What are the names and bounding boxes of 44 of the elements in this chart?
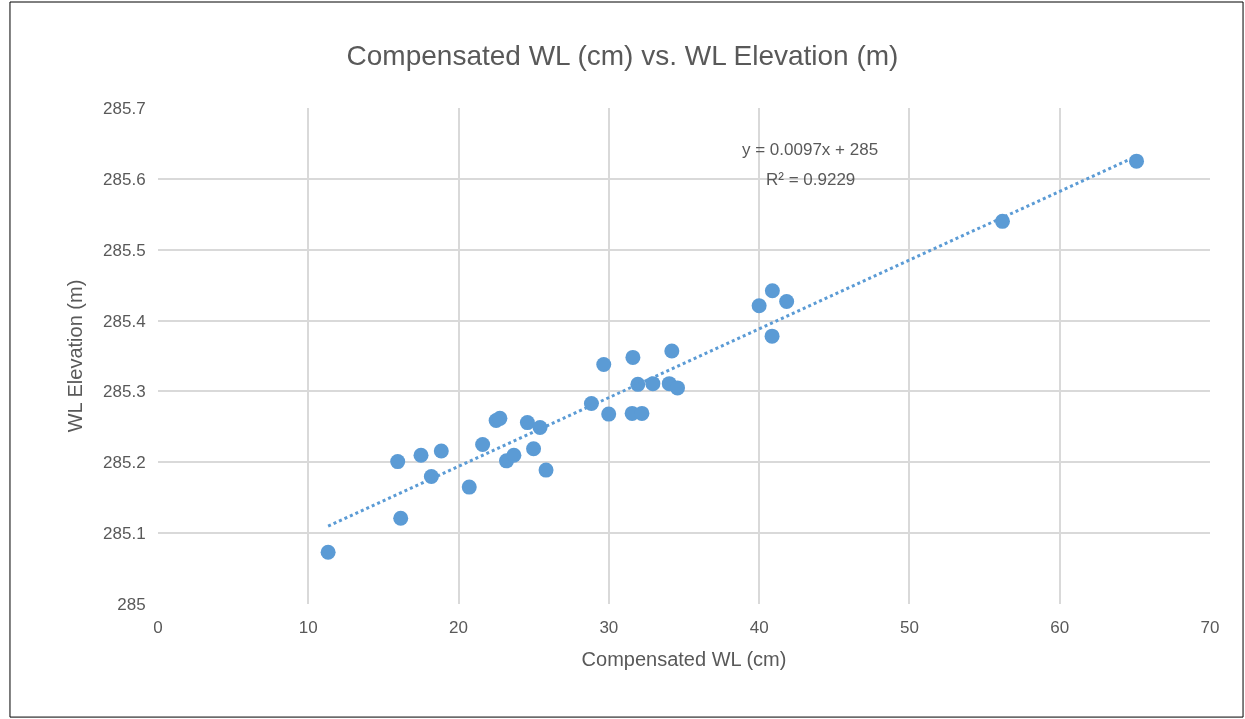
point [475,437,491,453]
x-tick-label: 40 [749,618,769,638]
point [625,349,641,365]
y-tick-label: 285.7 [103,98,146,118]
y-tick-label: 285 [117,594,146,614]
point [413,447,429,463]
x-tick-label: 50 [899,618,919,638]
x-tick-label: 20 [449,618,469,638]
y-axis-title: WL Elevation (m) [63,279,86,433]
y-tick-label: 285.4 [103,311,146,331]
x-tick-label: 10 [298,618,318,638]
y-tick-label: 285.2 [103,453,146,473]
y-tick-label: 285.6 [103,169,146,189]
point [664,343,680,359]
point [779,293,795,309]
point [506,447,522,463]
y-tick-label: 285.1 [103,524,146,544]
point [670,380,686,396]
point [492,410,508,426]
y-tick-label: 285.5 [103,240,146,260]
y-tick-label: 285.3 [103,382,146,402]
point [751,298,767,314]
point [433,443,449,459]
annotation: y = 0.0097x + 285 [742,140,879,159]
point [519,415,535,431]
point [601,406,617,422]
point [645,376,661,392]
point [764,328,780,344]
point [393,510,409,526]
point [538,462,554,478]
x-tick-label: 30 [599,618,619,638]
point [596,357,612,372]
x-tick-label: 0 [153,618,163,638]
point [461,479,477,495]
chart-title: Compensated WL (cm) vs. WL Elevation (m) [346,40,899,72]
point [526,441,542,457]
point [390,454,406,470]
point [320,544,336,560]
x-axis-title: Compensated WL (cm) [581,647,787,670]
x-tick-label: 60 [1050,618,1070,638]
point [764,283,780,299]
annotation: R² = 0.9229 [766,170,856,189]
x-tick-label: 70 [1200,618,1220,638]
point [1129,153,1145,169]
